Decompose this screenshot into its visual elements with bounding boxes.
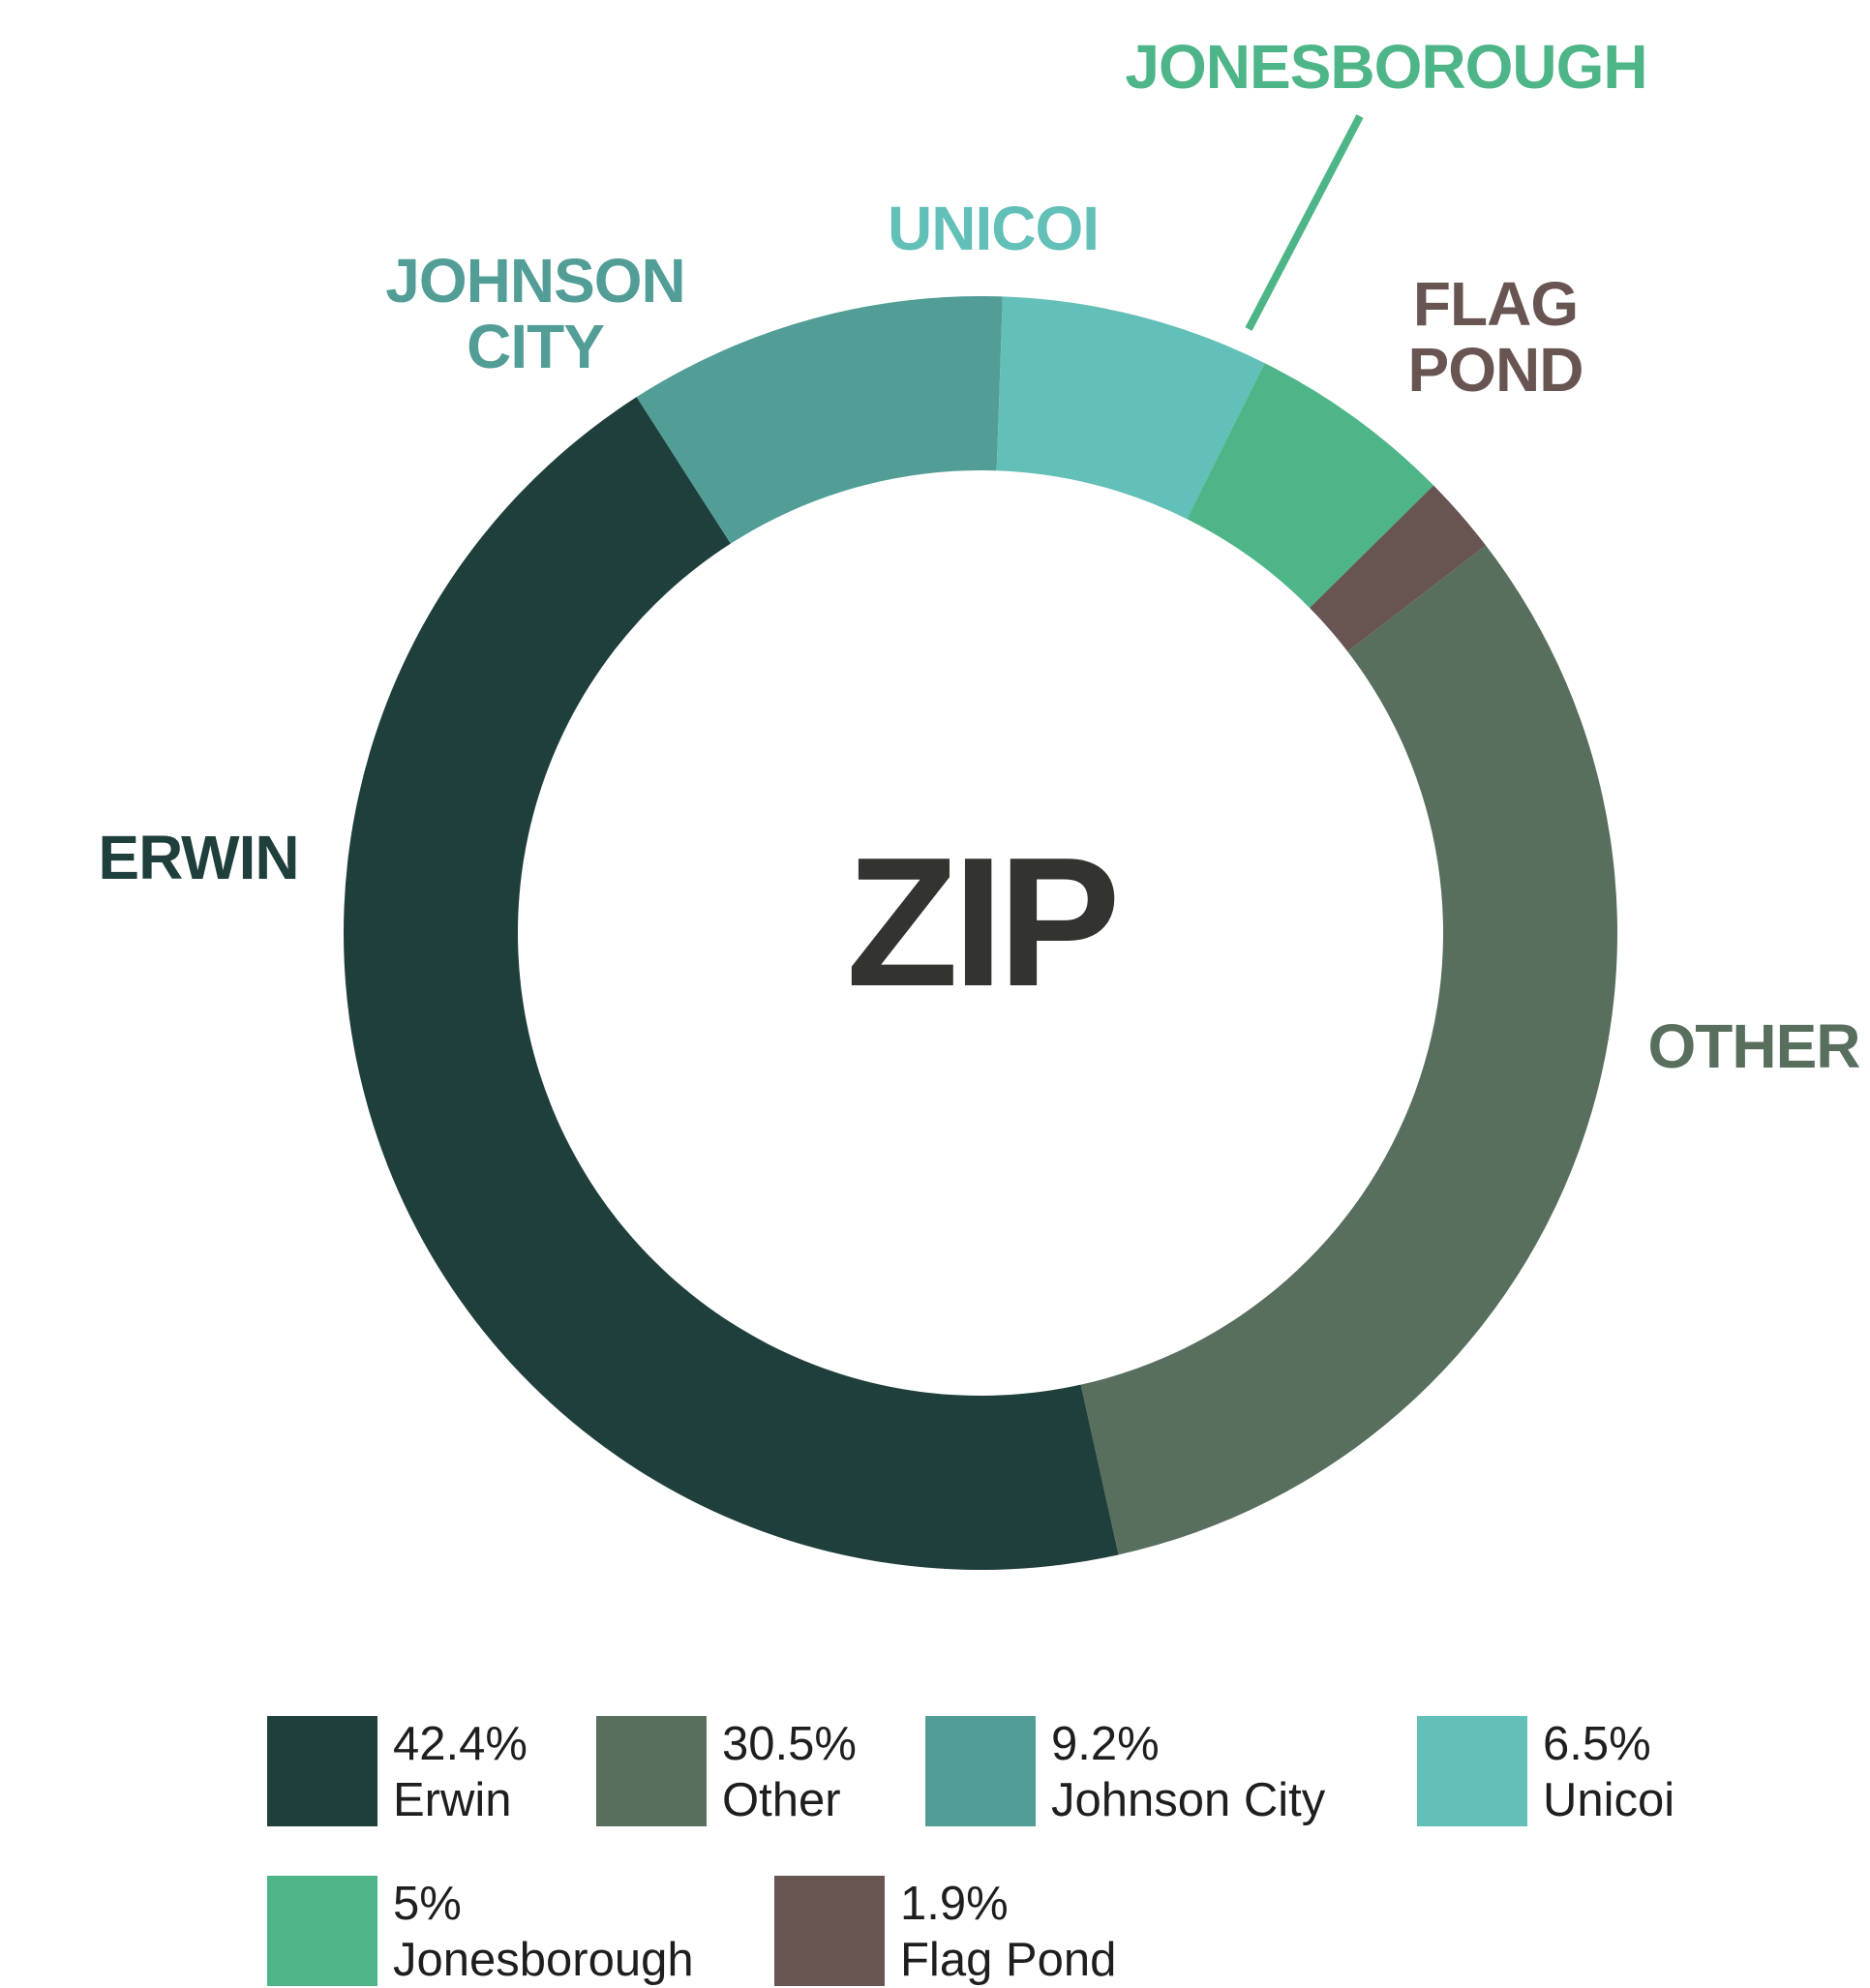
slice-flag-pond xyxy=(1310,485,1487,652)
legend-swatch xyxy=(774,1876,885,1986)
legend-item-unicoi: 6.5% Unicoi xyxy=(1417,1716,1674,1828)
legend-value: 30.5% xyxy=(722,1718,857,1770)
legend-name: Unicoi xyxy=(1543,1774,1675,1826)
legend-swatch xyxy=(925,1716,1036,1826)
legend-name: Johnson City xyxy=(1051,1774,1326,1826)
legend-item-erwin: 42.4% Erwin xyxy=(267,1716,528,1828)
slice-label-line: UNICOI xyxy=(888,194,1099,263)
legend-value: 1.9% xyxy=(900,1878,1009,1930)
slice-label-line: JOHNSON xyxy=(385,246,685,316)
legend-text: 30.5% Other xyxy=(722,1716,857,1828)
legend-text: 6.5% Unicoi xyxy=(1543,1716,1674,1828)
legend-item-jonesborough: 5% Jonesborough xyxy=(267,1876,694,1988)
legend-text: 1.9% Flag Pond xyxy=(900,1876,1116,1988)
slice-johnson-city xyxy=(636,295,1003,544)
slice-label-line: ERWIN xyxy=(98,823,298,892)
legend-text: 42.4% Erwin xyxy=(393,1716,528,1828)
legend-swatch xyxy=(267,1716,377,1826)
slice-label-unicoi: UNICOI xyxy=(888,194,1099,263)
slice-label-line: JONESBOROUGH xyxy=(1125,32,1646,102)
slice-jonesborough xyxy=(1187,363,1434,609)
legend-value: 42.4% xyxy=(393,1718,528,1770)
slice-label-line: POND xyxy=(1408,335,1583,405)
legend-swatch xyxy=(596,1716,707,1826)
legend-item-flag-pond: 1.9% Flag Pond xyxy=(774,1876,1116,1988)
legend-name: Jonesborough xyxy=(393,1934,694,1986)
legend-text: 5% Jonesborough xyxy=(393,1876,694,1988)
slice-labels: ERWIN OTHER JOHNSON CITY UNICOI JONESBOROUGH F… xyxy=(98,32,1860,1081)
slice-label-other: OTHER xyxy=(1648,1011,1860,1081)
slice-unicoi xyxy=(996,296,1265,520)
slice-label-erwin: ERWIN xyxy=(98,823,298,892)
slice-label-line: OTHER xyxy=(1648,1011,1860,1081)
donut-slices xyxy=(343,295,1617,1570)
jonesborough-leader-line xyxy=(1245,114,1364,331)
donut-chart: ERWIN OTHER JOHNSON CITY UNICOI JONESBOROUGH F… xyxy=(98,32,1861,1570)
slice-other xyxy=(1080,545,1617,1555)
slice-label-johnson-city: JOHNSON CITY xyxy=(385,246,685,381)
center-label: ZIP xyxy=(846,820,1115,1025)
legend-swatch xyxy=(267,1876,377,1986)
legend-item-other: 30.5% Other xyxy=(596,1716,857,1828)
slice-label-line: CITY xyxy=(467,312,604,381)
legend-value: 9.2% xyxy=(1051,1718,1160,1770)
legend-value: 5% xyxy=(393,1878,462,1930)
slice-erwin xyxy=(343,397,1119,1570)
legend-text: 9.2% Johnson City xyxy=(1051,1716,1325,1828)
legend-name: Other xyxy=(722,1774,841,1826)
legend-swatch xyxy=(1417,1716,1527,1826)
slice-label-line: FLAG xyxy=(1413,269,1578,339)
legend-item-johnson-city: 9.2% Johnson City xyxy=(925,1716,1325,1828)
slice-label-jonesborough: JONESBOROUGH xyxy=(1125,32,1646,102)
slice-label-flag-pond: FLAG POND xyxy=(1408,269,1583,405)
legend-name: Flag Pond xyxy=(900,1934,1117,1986)
legend-value: 6.5% xyxy=(1543,1718,1651,1770)
legend-name: Erwin xyxy=(393,1774,512,1826)
